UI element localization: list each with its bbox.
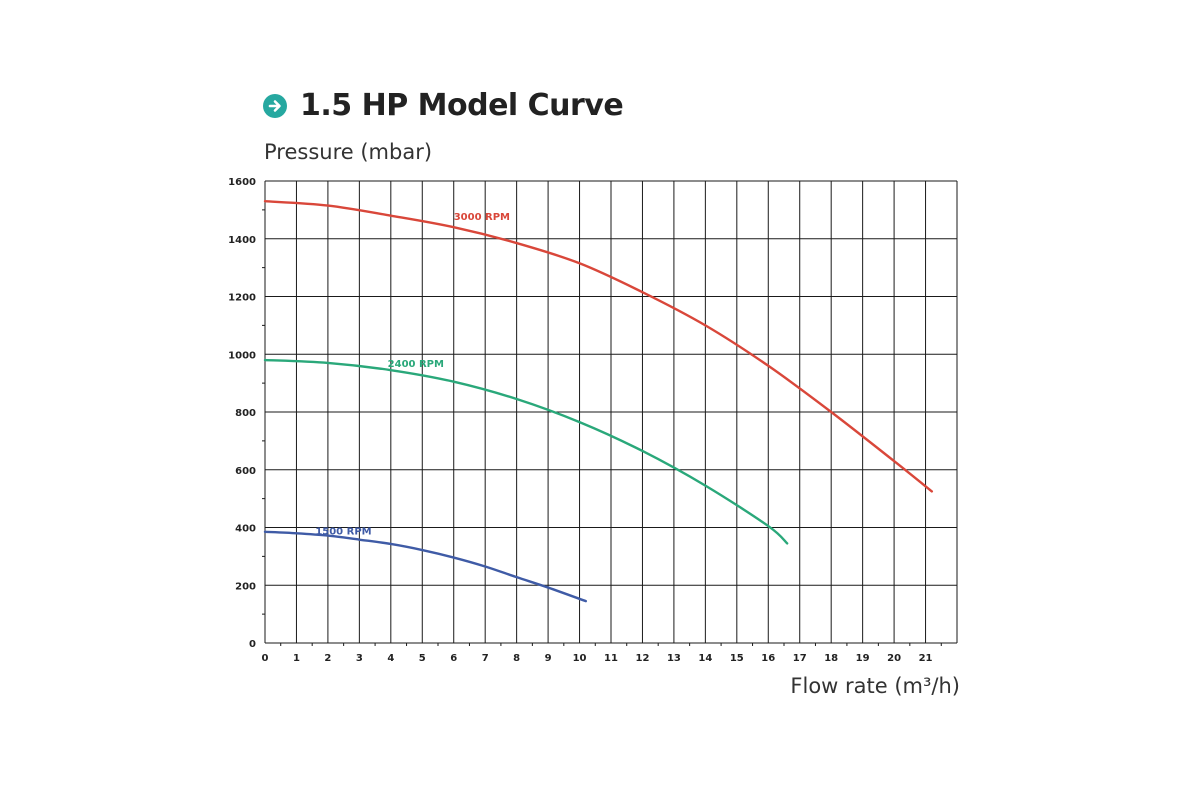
y-axis-label: Pressure (mbar) — [264, 140, 433, 164]
title-row: 1.5 HP Model Curve — [262, 88, 624, 123]
y-tick-label: 200 — [235, 581, 256, 592]
x-tick-label: 8 — [513, 653, 520, 664]
x-tick-label: 21 — [919, 653, 933, 664]
series-line-3000-rpm — [263, 200, 934, 493]
x-tick-label: 12 — [635, 653, 649, 664]
x-tick-label: 10 — [573, 653, 587, 664]
y-tick-label: 0 — [249, 639, 256, 650]
x-tick-label: 11 — [604, 653, 618, 664]
x-tick-label: 7 — [482, 653, 489, 664]
x-tick-label: 18 — [824, 653, 838, 664]
x-tick-label: 0 — [262, 653, 269, 664]
x-tick-label: 1 — [293, 653, 300, 664]
x-tick-label: 13 — [667, 653, 681, 664]
series-labels: 3000 RPM 2400 RPM 1500 RPM — [315, 212, 510, 538]
y-tick-label: 1200 — [228, 293, 256, 304]
y-tick-label: 1400 — [228, 235, 256, 246]
x-tick-label: 6 — [450, 653, 457, 664]
y-tick-label: 600 — [235, 466, 256, 477]
y-tick-label: 1600 — [228, 177, 256, 188]
x-tick-label: 3 — [356, 653, 363, 664]
x-tick-label: 5 — [419, 653, 426, 664]
series-label-3000-rpm: 3000 RPM — [454, 212, 510, 223]
series-lines — [263, 200, 934, 603]
x-tick-label: 20 — [887, 653, 901, 664]
series-label-2400-rpm: 2400 RPM — [388, 359, 444, 370]
x-tick-label: 15 — [730, 653, 744, 664]
x-tick-label: 4 — [387, 653, 394, 664]
series-line-1500-rpm — [263, 530, 588, 603]
x-tick-label: 14 — [698, 653, 712, 664]
x-axis-label: Flow rate (m³/h) — [790, 674, 960, 698]
x-tick-label: 17 — [793, 653, 807, 664]
series-label-1500-rpm: 1500 RPM — [315, 527, 371, 538]
y-tick-label: 400 — [235, 524, 256, 535]
x-tick-label: 9 — [545, 653, 552, 664]
x-tick-label: 2 — [324, 653, 331, 664]
y-tick-label: 1000 — [228, 350, 256, 361]
x-tick-label: 16 — [761, 653, 775, 664]
x-tick-label: 19 — [856, 653, 870, 664]
arrow-right-circle-icon — [263, 93, 287, 118]
axis-ticks: 0 1 2 3 4 5 6 7 8 9 10 11 12 13 14 15 16 17 18 19 20 21020040… — [228, 177, 932, 664]
y-tick-label: 800 — [235, 408, 256, 419]
series-line-2400-rpm — [263, 358, 789, 545]
chart-title: 1.5 HP Model Curve — [300, 88, 624, 123]
grid — [262, 180, 958, 646]
